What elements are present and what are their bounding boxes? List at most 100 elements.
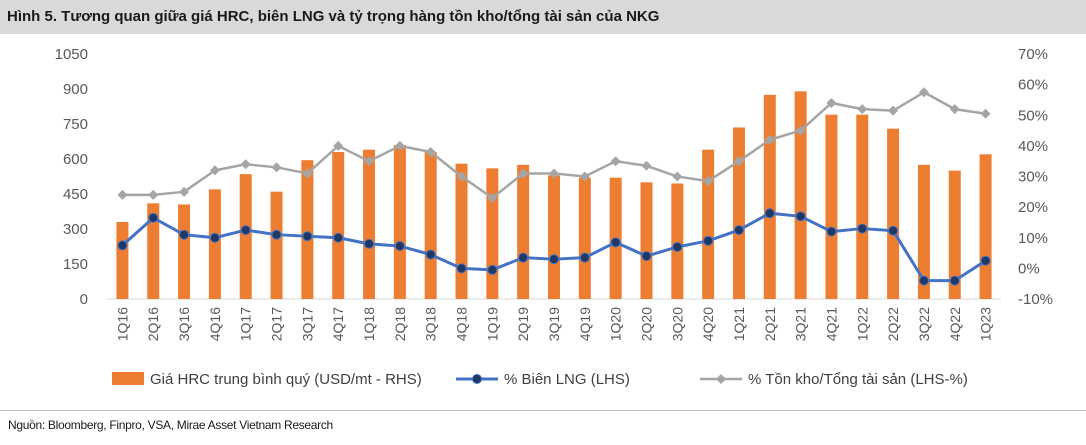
x-tick-label: 1Q22 [854,307,870,341]
data-point [918,87,929,98]
data-point [949,104,960,115]
data-point [857,223,868,234]
divider [0,410,1086,411]
data-point [487,264,498,275]
x-tick-label: 3Q19 [546,307,562,341]
x-tick-label: 2Q17 [269,307,285,341]
data-point [795,211,806,222]
figure-title: Hình 5. Tương quan giữa giá HRC, biên LN… [7,8,660,25]
line-markers [117,87,991,286]
left-tick-label: 750 [63,116,88,133]
data-point [209,232,220,243]
data-point [148,189,159,200]
right-axis-ticks: -10% 0% 10% 20% 30% 40% 50% 60% 70% [1018,46,1053,308]
bar [979,154,992,299]
right-tick-label: 0% [1018,260,1040,277]
right-tick-label: 50% [1018,107,1048,124]
data-point [549,254,559,265]
bar [948,170,961,299]
x-tick-label: 4Q22 [947,307,963,341]
x-tick-label: 4Q20 [700,307,716,341]
bar [270,191,283,299]
data-point [333,140,344,151]
bar [393,145,406,299]
data-point [179,186,190,197]
data-point [302,168,313,179]
data-point [394,241,405,252]
bar [671,183,684,299]
x-tick-label: 3Q21 [793,307,809,341]
data-point [487,192,498,203]
data-point [579,252,590,263]
data-point [209,165,220,176]
data-point [148,212,159,223]
title-bar: Hình 5. Tương quan giữa giá HRC, biên LN… [0,0,1086,34]
bar [301,160,314,299]
legend-label: % Tồn kho/Tổng tài sản (LHS-%) [748,371,968,388]
data-point [456,171,467,182]
bar [640,182,653,299]
x-axis-ticks: 1Q16 2Q16 3Q16 4Q16 1Q17 2Q17 3Q17 4Q17 1Q18 2Q18… [114,307,993,341]
bar [486,168,499,299]
data-point [733,225,744,236]
x-tick-label: 3Q22 [916,307,932,341]
bar [887,128,900,299]
bar [363,149,376,299]
x-tick-label: 4Q17 [330,307,346,341]
x-tick-label: 2Q20 [638,307,654,341]
right-tick-label: 20% [1018,199,1048,216]
data-point [425,249,436,260]
x-tick-label: 1Q16 [114,307,130,341]
bar [517,164,530,299]
right-tick-label: 40% [1018,138,1048,155]
data-point [888,225,899,236]
right-tick-label: -10% [1018,291,1053,308]
data-point [641,251,652,262]
legend-label: % Biên LNG (LHS) [504,371,630,388]
legend-swatch-bar [112,372,144,385]
bar [856,114,869,300]
data-point [795,125,806,136]
data-point [610,156,621,167]
data-point [888,105,899,116]
x-tick-label: 4Q18 [454,307,470,341]
left-tick-label: 900 [63,81,88,98]
left-tick-label: 0 [80,291,88,308]
bar-series [116,91,992,300]
data-point [641,160,652,171]
data-point [980,108,991,119]
x-tick-label: 2Q21 [762,307,778,341]
data-point [364,238,375,249]
x-tick-label: 3Q18 [423,307,439,341]
x-tick-label: 1Q17 [238,307,254,341]
legend-marker [472,374,482,384]
bar [424,152,437,299]
data-point [949,275,960,286]
x-tick-label: 1Q23 [978,307,994,341]
bar [732,127,745,299]
left-tick-label: 450 [63,186,88,203]
data-point [456,263,467,274]
data-point [549,168,559,179]
legend-label: Giá HRC trung bình quý (USD/mt - RHS) [150,371,422,388]
right-tick-label: 70% [1018,46,1048,63]
data-point [764,134,775,145]
bar [702,149,715,299]
left-axis-ticks: 0 150 300 450 600 750 900 1050 [55,46,88,308]
legend-marker [716,374,726,384]
x-tick-label: 4Q19 [577,307,593,341]
x-tick-label: 3Q16 [176,307,192,341]
bar [794,91,807,299]
data-point [394,140,405,151]
data-point [826,226,837,237]
bar [178,204,191,299]
data-point [826,98,837,108]
data-point [672,171,683,182]
data-point [364,156,375,167]
x-tick-label: 1Q20 [608,307,624,341]
right-tick-label: 30% [1018,169,1048,186]
data-point [117,240,128,251]
source-note: Nguồn: Bloomberg, Finpro, VSA, Mirae Ass… [8,418,333,432]
data-point [733,156,744,167]
bar [239,174,252,299]
